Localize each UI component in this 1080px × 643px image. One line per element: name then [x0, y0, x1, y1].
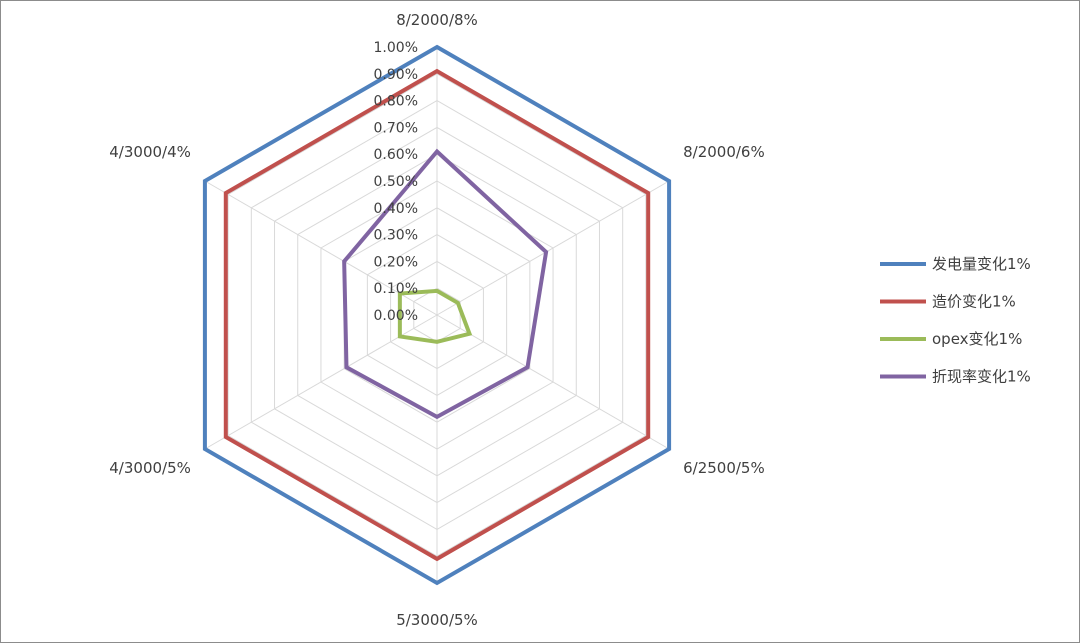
legend-label: 造价变化1%	[932, 293, 1016, 311]
radial-tick-label: 0.90%	[374, 67, 418, 83]
radial-tick-label: 0.30%	[374, 228, 418, 244]
legend-label: 发电量变化1%	[932, 255, 1031, 273]
category-label: 8/2000/6%	[683, 143, 765, 161]
category-label: 5/3000/5%	[396, 611, 478, 629]
radial-tick-label: 0.40%	[374, 201, 418, 217]
series-line-1	[202, 44, 672, 586]
series-layer	[202, 44, 672, 586]
legend-label: opex变化1%	[932, 330, 1022, 348]
category-label: 8/2000/8%	[396, 11, 478, 29]
radial-tick-label: 0.10%	[374, 281, 418, 297]
radial-tick-label: 0.70%	[374, 120, 418, 136]
series-line-3	[397, 288, 473, 344]
radial-tick-label: 0.60%	[374, 147, 418, 163]
radial-tick-label: 0.80%	[374, 94, 418, 110]
category-labels: 8/2000/8% 8/2000/6% 6/2500/5% 5/3000/5% 4/30…	[109, 11, 764, 629]
spoke-line	[436, 180, 670, 316]
series-line-4	[342, 148, 549, 420]
radial-tick-label: 0.50%	[374, 174, 418, 190]
legend-label: 折现率变化1%	[932, 368, 1031, 386]
radial-tick-labels: 0.00% 0.10% 0.20% 0.30% 0.40% 0.50% 0.60% 0.70%…	[374, 40, 418, 324]
radial-tick-label: 0.20%	[374, 254, 418, 270]
series-line-2	[223, 68, 651, 562]
category-label: 4/3000/4%	[109, 143, 191, 161]
radial-tick-label: 1.00%	[374, 40, 418, 56]
spoke-line	[436, 314, 670, 450]
radial-tick-label: 0.00%	[374, 308, 418, 324]
category-label: 4/3000/5%	[109, 459, 191, 477]
category-label: 6/2500/5%	[683, 459, 765, 477]
legend: 发电量变化1% 造价变化1% opex变化1% 折现率变化1%	[880, 255, 1031, 386]
